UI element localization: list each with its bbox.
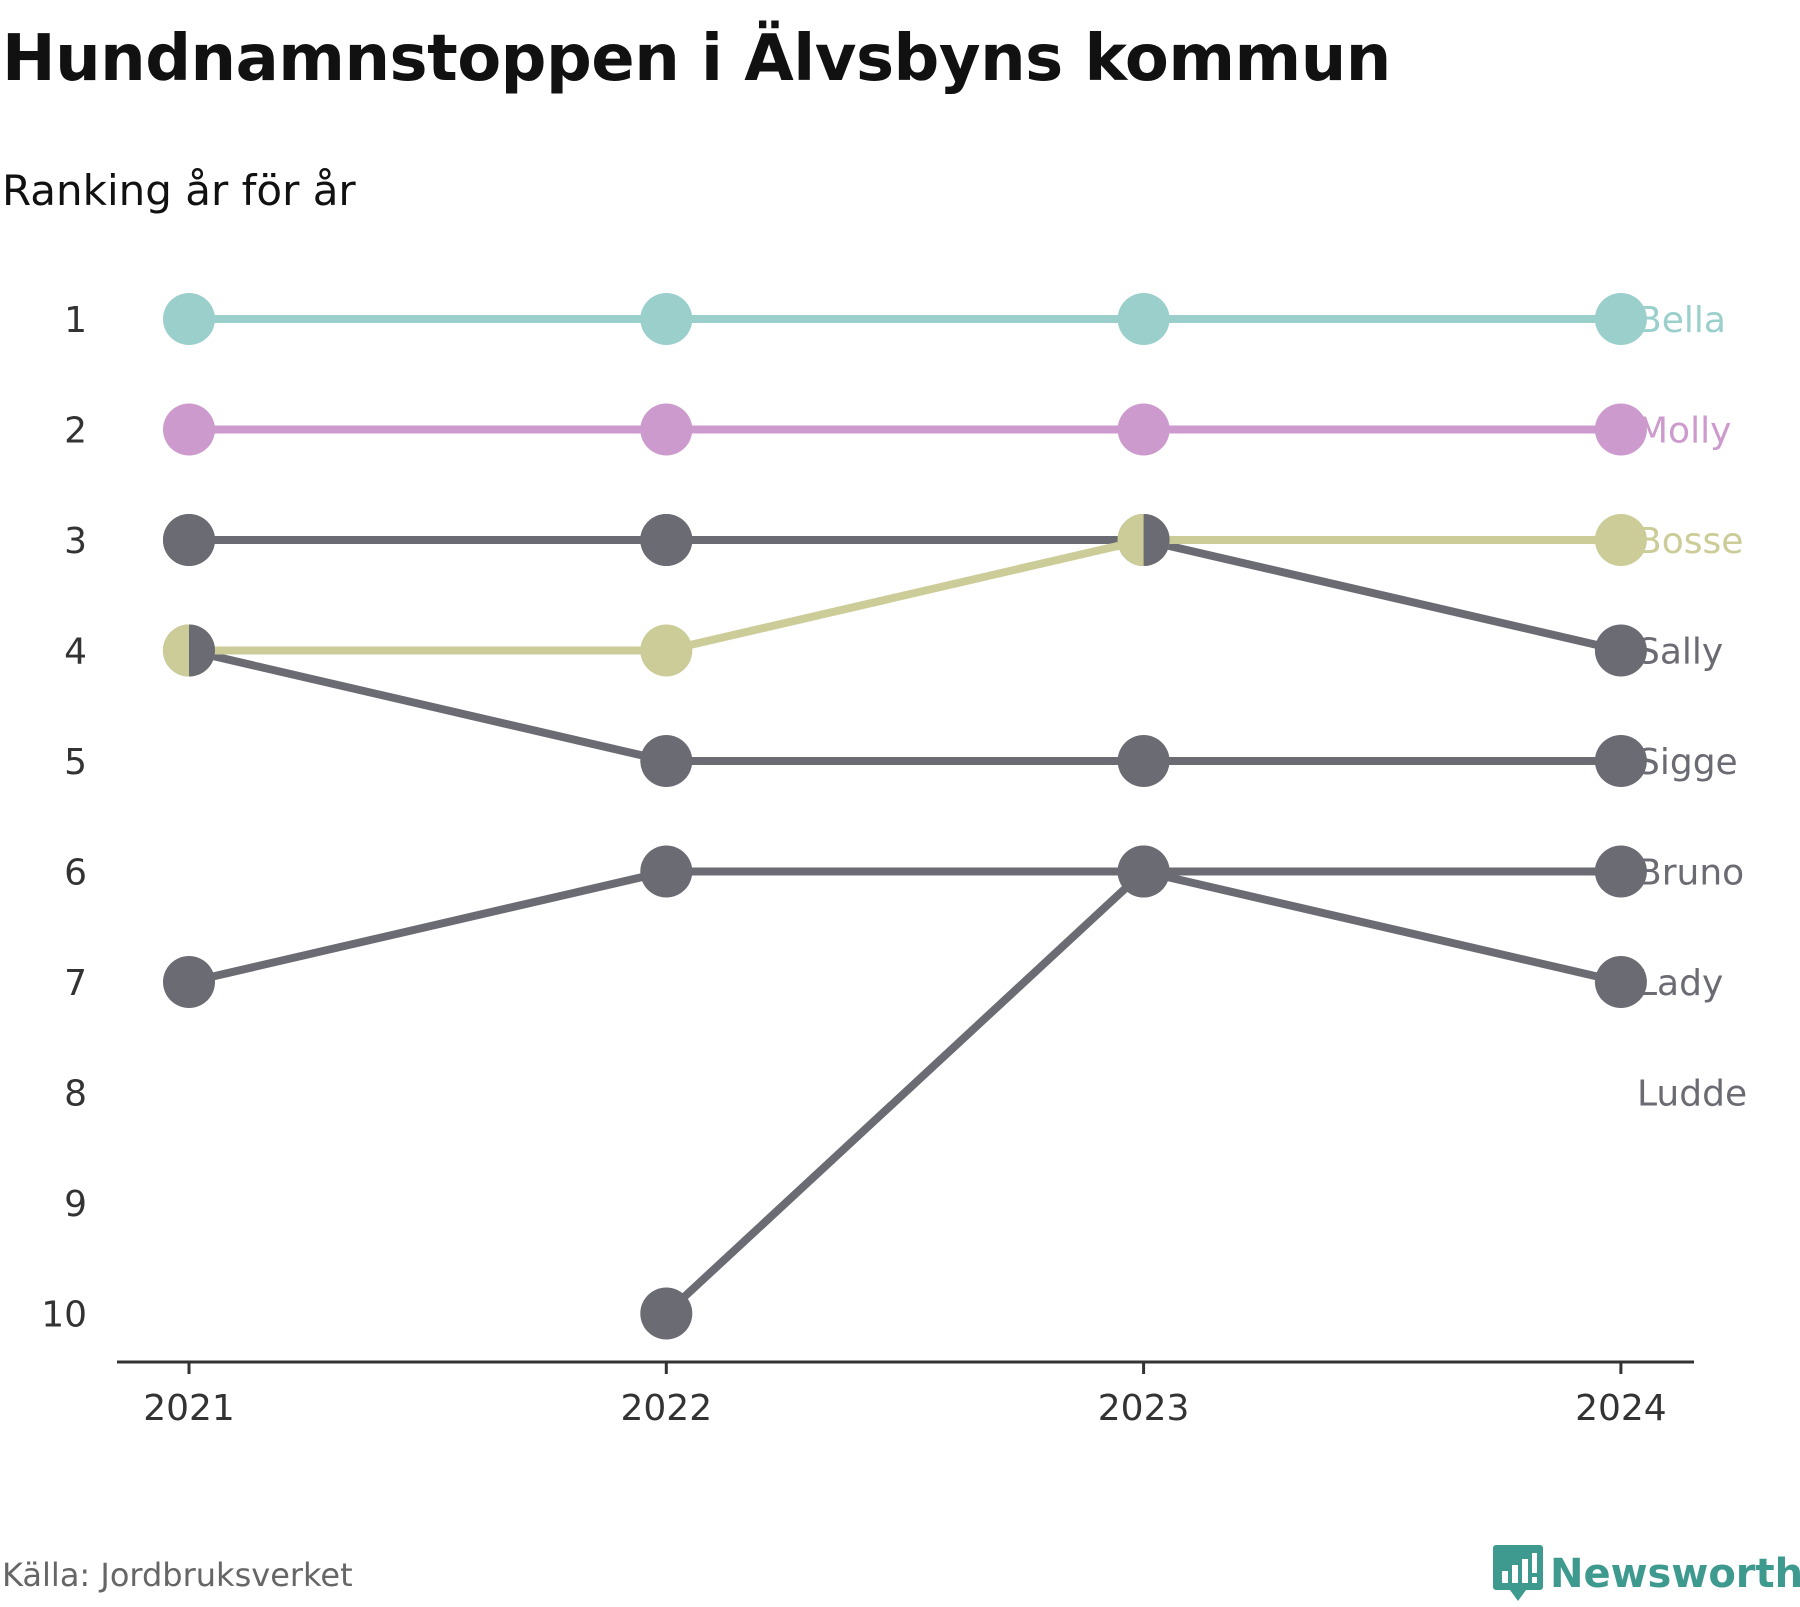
data-point (1117, 735, 1170, 787)
data-point (640, 735, 693, 787)
page-title: Hundnamnstoppen i Älvsbyns kommun (2, 22, 1391, 96)
y-tick-label: 4 (64, 632, 87, 673)
data-point (1594, 735, 1647, 787)
y-tick-label: 3 (64, 521, 87, 562)
series-label: Sally (1637, 632, 1723, 673)
series-labels: Bella Molly Bosse Sally Sigge Bruno Lady Ludde (1637, 300, 1747, 1115)
data-point (640, 845, 693, 898)
series-label: Bruno (1637, 853, 1744, 894)
x-tick-label: 2021 (143, 1388, 235, 1429)
brand-name: Newsworthy (1550, 1551, 1800, 1597)
series-layer (163, 293, 1647, 1340)
brand-logo: Newsworthy (1492, 1541, 1800, 1607)
series-label: Sigge (1637, 742, 1738, 783)
y-axis-ticks: 1 2 3 4 5 6 7 8 9 10 (41, 300, 87, 1336)
series-line (189, 536, 1621, 655)
y-tick-label: 6 (64, 853, 87, 894)
data-point (163, 293, 215, 345)
data-point (163, 403, 215, 456)
y-tick-label: 5 (64, 742, 87, 783)
shared-point-left (163, 624, 189, 677)
source-note: Källa: Jordbruksverket (2, 1556, 353, 1594)
data-point (640, 624, 693, 677)
data-point (640, 1287, 693, 1340)
y-tick-label: 1 (64, 300, 87, 341)
series-label: Molly (1637, 411, 1731, 452)
shared-point-left (1117, 514, 1144, 566)
series-molly (163, 403, 1647, 456)
series-label: Ludde (1637, 1074, 1747, 1115)
series-line (663, 867, 1622, 1317)
data-point (163, 514, 215, 566)
y-tick-label: 9 (64, 1184, 87, 1225)
series-label: Bella (1637, 300, 1726, 341)
series-ludde (163, 514, 1170, 566)
data-point (1594, 514, 1647, 566)
x-tick-label: 2024 (1575, 1388, 1667, 1429)
data-point (1594, 845, 1647, 898)
series-lady (640, 845, 1647, 1340)
data-point (640, 293, 693, 345)
y-tick-label: 8 (64, 1074, 87, 1115)
data-point (640, 403, 693, 456)
series-bella (163, 293, 1647, 345)
newsworthy-logo-icon (1493, 1545, 1543, 1601)
shared-point-right (1143, 514, 1170, 566)
series-line (188, 646, 1621, 765)
series-bruno (163, 845, 1647, 1008)
y-tick-label: 2 (64, 411, 87, 452)
data-point (1117, 403, 1170, 456)
data-point (1117, 845, 1170, 898)
data-point (1594, 403, 1647, 456)
y-tick-label: 10 (41, 1295, 87, 1336)
data-point (1117, 293, 1170, 345)
x-axis: 2021 2022 2023 2024 (117, 1360, 1694, 1429)
data-point (640, 514, 693, 566)
x-tick-label: 2023 (1098, 1388, 1190, 1429)
data-point (163, 956, 215, 1008)
data-point (1594, 624, 1647, 677)
series-line (188, 867, 1621, 986)
data-point (1594, 293, 1647, 345)
series-label: Bosse (1637, 521, 1743, 562)
shared-point-right (189, 624, 215, 677)
x-tick-label: 2022 (620, 1388, 712, 1429)
series-label: Lady (1637, 963, 1723, 1004)
y-tick-label: 7 (64, 963, 87, 1004)
chart-subtitle: Ranking år för år (2, 166, 356, 215)
data-point (1594, 956, 1647, 1008)
